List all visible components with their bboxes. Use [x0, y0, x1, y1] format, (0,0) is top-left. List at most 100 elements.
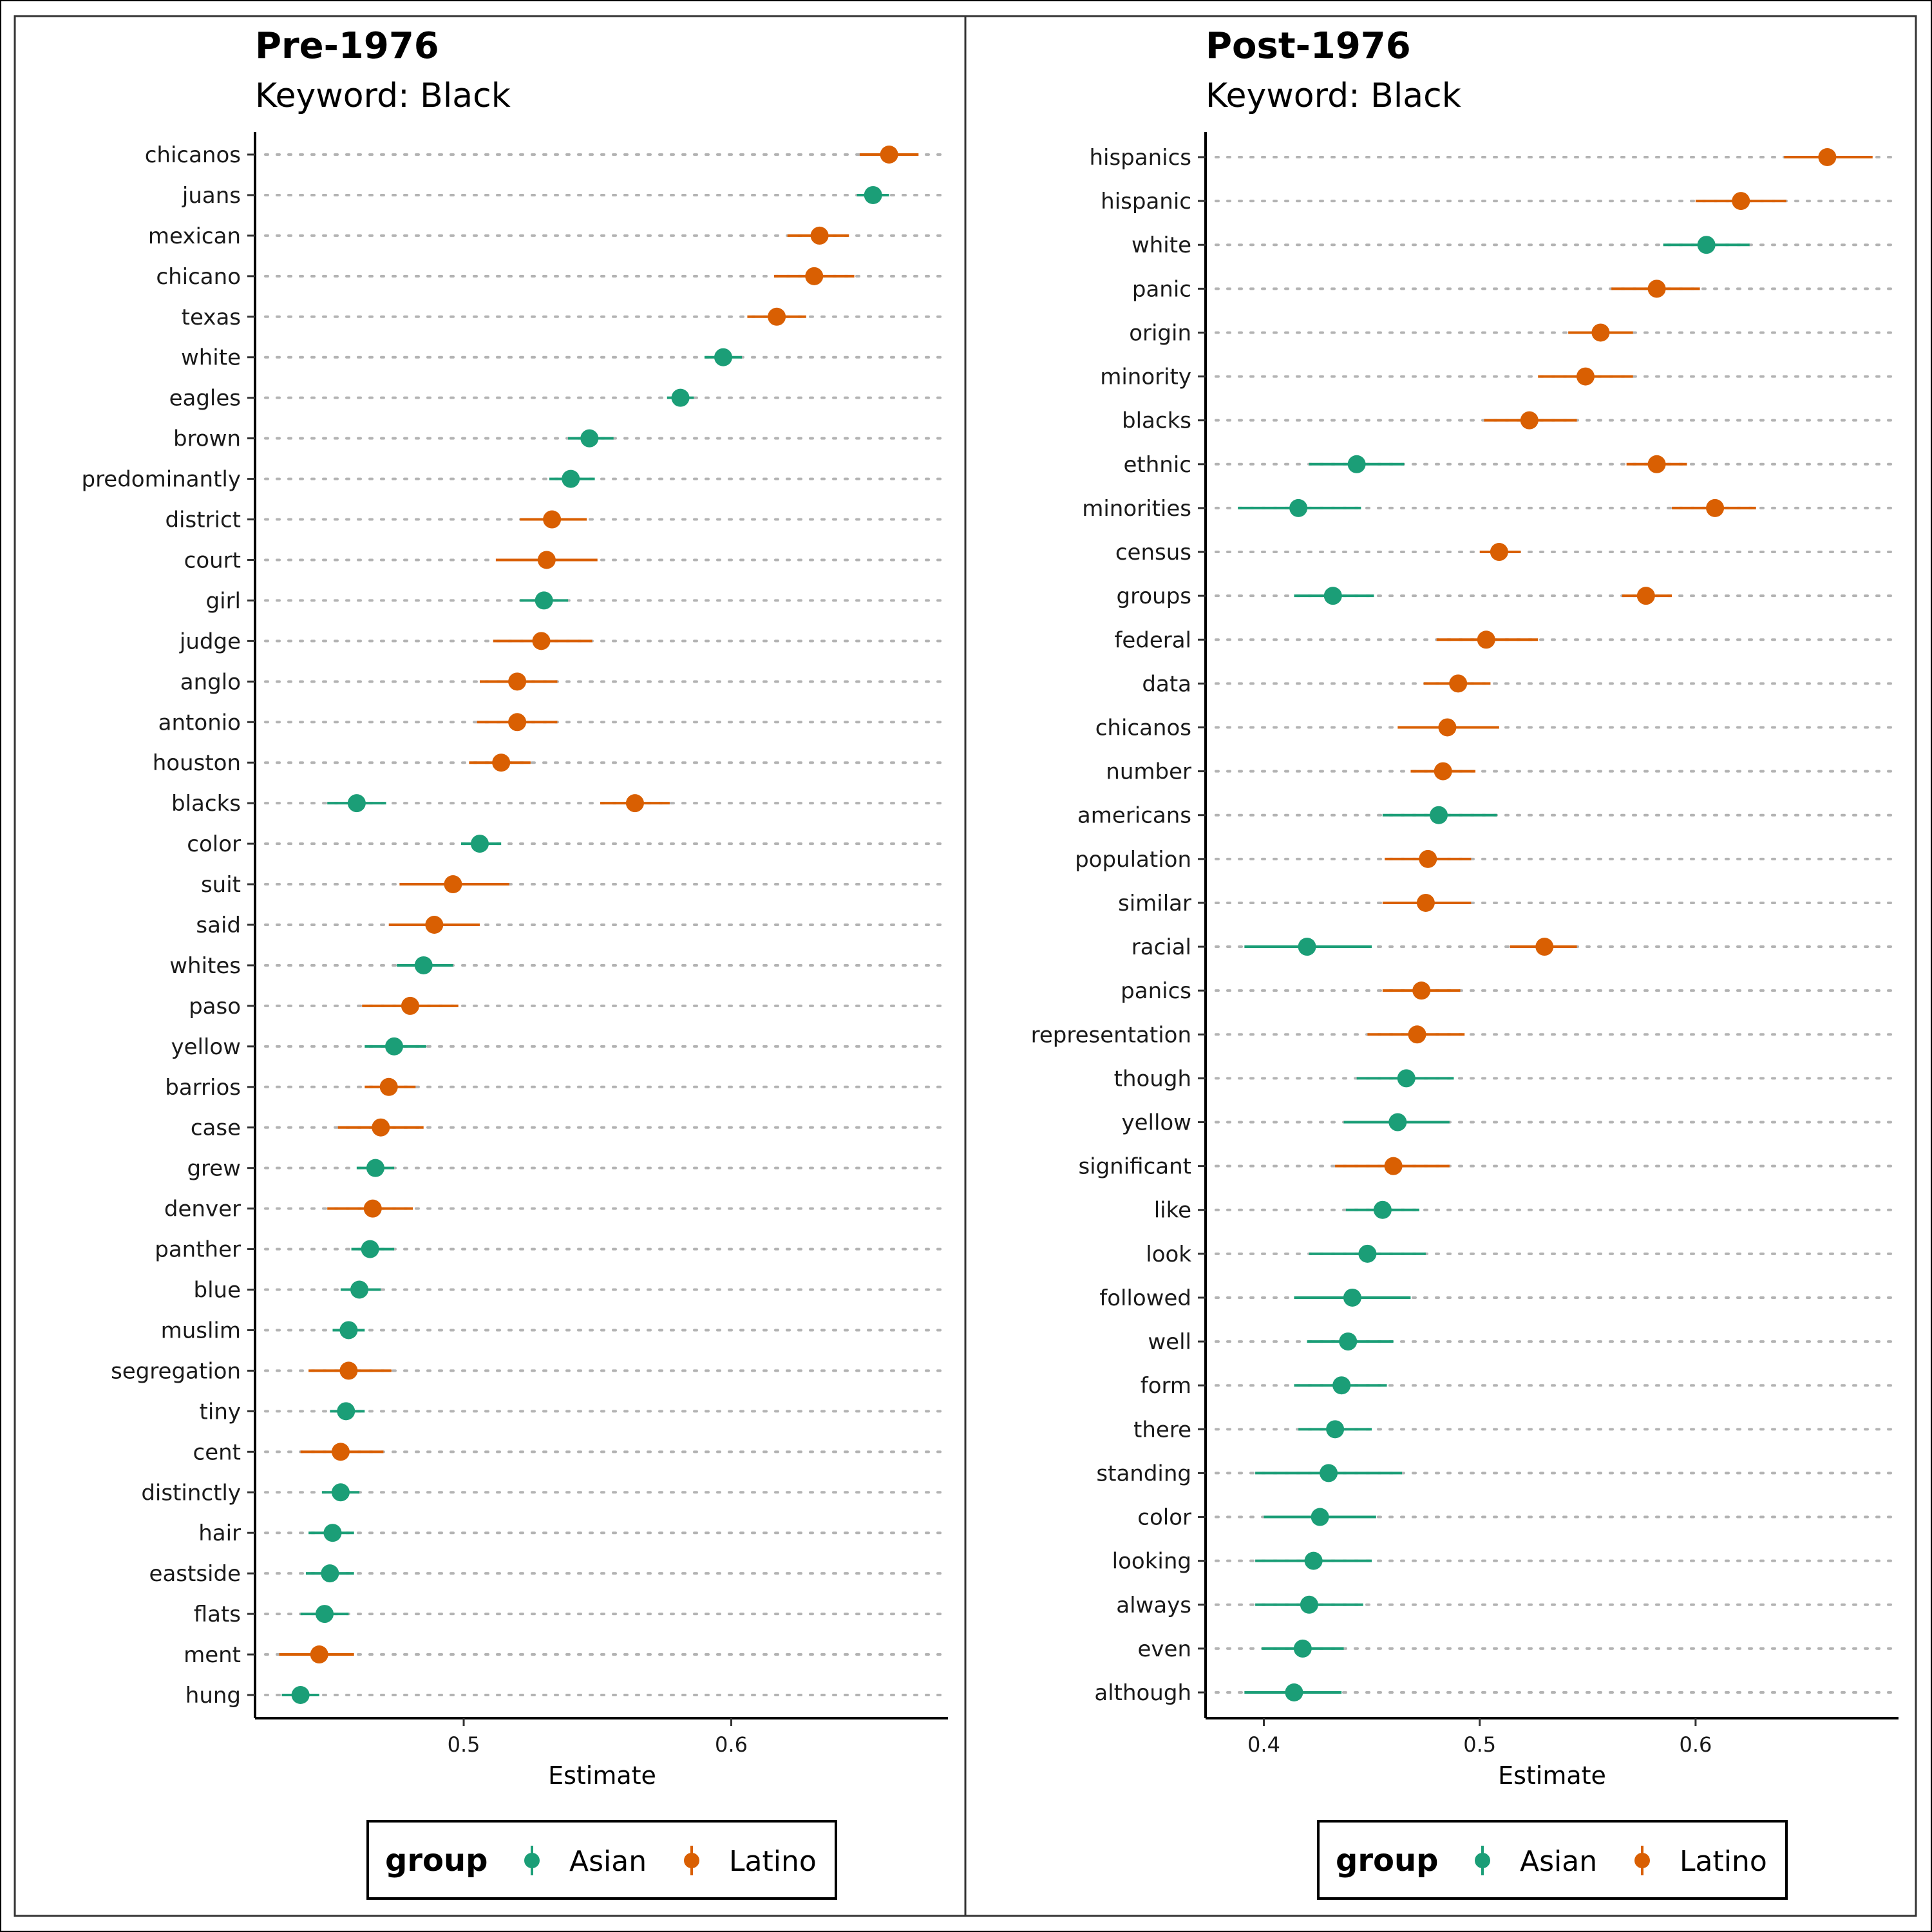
- x-axis-title: Estimate: [1498, 1761, 1606, 1790]
- y-tick-label: color: [1137, 1505, 1191, 1531]
- y-tick-label: denver: [164, 1197, 241, 1222]
- y-tick-label: said: [196, 913, 241, 938]
- point-latino: [1438, 718, 1457, 737]
- y-tick-label: look: [1146, 1242, 1191, 1267]
- y-tick-label: grew: [187, 1156, 241, 1182]
- point-latino: [1535, 938, 1554, 956]
- point-asian: [1339, 1332, 1358, 1351]
- point-asian: [347, 794, 366, 813]
- point-asian: [414, 956, 433, 974]
- y-tick-label: yellow: [1121, 1110, 1191, 1136]
- point-asian: [337, 1402, 355, 1421]
- point-latino: [1419, 849, 1437, 868]
- point-latino: [880, 146, 898, 164]
- legend-label-asian: Asian: [1520, 1845, 1597, 1878]
- point-latino: [1520, 411, 1539, 430]
- y-tick-label: blacks: [1122, 408, 1191, 434]
- point-asian: [1323, 587, 1342, 605]
- y-tick-label: case: [191, 1115, 241, 1141]
- y-tick-label: cent: [193, 1439, 242, 1465]
- point-asian: [1397, 1069, 1416, 1088]
- point-asian: [331, 1483, 350, 1502]
- point-latino: [444, 875, 462, 894]
- y-tick-label: origin: [1129, 320, 1191, 346]
- point-asian: [1430, 806, 1448, 824]
- y-tick-label: anglo: [180, 669, 241, 695]
- y-tick-label: looking: [1112, 1549, 1191, 1575]
- x-axis-title: Estimate: [548, 1761, 656, 1790]
- y-tick-label: distinctly: [141, 1480, 241, 1506]
- point-asian: [1285, 1683, 1303, 1701]
- y-tick-label: similar: [1118, 891, 1191, 916]
- legend-label-latino: Latino: [729, 1845, 817, 1878]
- y-tick-label: significant: [1078, 1154, 1191, 1180]
- y-tick-label: americans: [1077, 803, 1191, 829]
- legend-key-point: [1634, 1853, 1650, 1868]
- y-tick-label: mexican: [148, 223, 241, 249]
- y-tick-label: barrios: [165, 1075, 241, 1101]
- x-tick-label: 0.6: [1679, 1732, 1712, 1757]
- point-asian: [350, 1280, 369, 1299]
- point-latino: [1732, 192, 1750, 211]
- point-latino: [1490, 543, 1508, 562]
- point-asian: [1300, 1595, 1318, 1614]
- point-latino: [768, 307, 786, 326]
- point-asian: [671, 388, 690, 407]
- legend-key-latino: [1634, 1846, 1650, 1875]
- y-tick-label: minorities: [1082, 496, 1191, 522]
- point-latino: [1416, 893, 1435, 912]
- point-latino: [331, 1443, 350, 1461]
- point-asian: [470, 835, 489, 853]
- y-tick-label: blue: [194, 1278, 242, 1303]
- y-tick-label: tiny: [200, 1399, 241, 1425]
- x-tick-label: 0.5: [448, 1732, 480, 1757]
- point-asian: [1697, 236, 1716, 254]
- legend-box: [1317, 1820, 1788, 1900]
- y-tick-label: followed: [1099, 1285, 1191, 1311]
- y-tick-label: brown: [173, 426, 241, 452]
- point-asian: [1326, 1420, 1345, 1439]
- panel-pre-1976: Pre-1976 Keyword: Black chicanos juans mex…: [14, 15, 967, 1917]
- y-tick-label: hispanic: [1101, 189, 1191, 214]
- y-tick-label: even: [1137, 1636, 1191, 1662]
- y-tick-label: chicanos: [145, 142, 241, 168]
- legend-label-asian: Asian: [569, 1845, 647, 1878]
- y-tick-label: form: [1141, 1373, 1191, 1399]
- y-tick-label: yellow: [171, 1034, 241, 1060]
- point-asian: [1332, 1376, 1351, 1395]
- point-latino: [1647, 455, 1666, 473]
- point-asian: [1388, 1113, 1407, 1132]
- panel-post-1976: Post-1976 Keyword: Black hispanicshispan…: [964, 15, 1917, 1917]
- point-asian: [535, 591, 553, 610]
- y-tick-label: white: [181, 345, 241, 371]
- y-tick-label: panic: [1132, 276, 1191, 302]
- panel-subtitle: Keyword: Black: [255, 77, 511, 115]
- point-asian: [339, 1321, 358, 1340]
- y-tick-label: well: [1148, 1329, 1191, 1355]
- point-asian: [1373, 1200, 1392, 1219]
- x-tick-label: 0.6: [715, 1732, 748, 1757]
- y-tick-label: muslim: [161, 1318, 241, 1343]
- point-asian: [864, 185, 882, 204]
- point-asian: [361, 1240, 379, 1258]
- y-tick-label: federal: [1114, 627, 1191, 653]
- point-latino: [810, 226, 829, 245]
- y-tick-label: eagles: [169, 386, 241, 412]
- y-tick-label: color: [187, 831, 241, 857]
- y-tick-label: standing: [1096, 1461, 1191, 1486]
- y-tick-label: census: [1115, 540, 1191, 565]
- y-tick-label: groups: [1117, 583, 1191, 609]
- y-tick-label: ment: [184, 1642, 241, 1668]
- panel-title: Pre-1976: [255, 25, 439, 67]
- y-tick-label: chicanos: [1095, 715, 1191, 741]
- y-tick-label: court: [184, 547, 241, 573]
- point-latino: [1591, 323, 1610, 342]
- point-asian: [1320, 1464, 1338, 1482]
- point-asian: [366, 1159, 384, 1177]
- point-asian: [1358, 1244, 1377, 1263]
- y-tick-label: minority: [1100, 365, 1191, 390]
- point-latino: [363, 1199, 382, 1218]
- point-latino: [1434, 762, 1452, 781]
- legend-label-latino: Latino: [1680, 1845, 1767, 1878]
